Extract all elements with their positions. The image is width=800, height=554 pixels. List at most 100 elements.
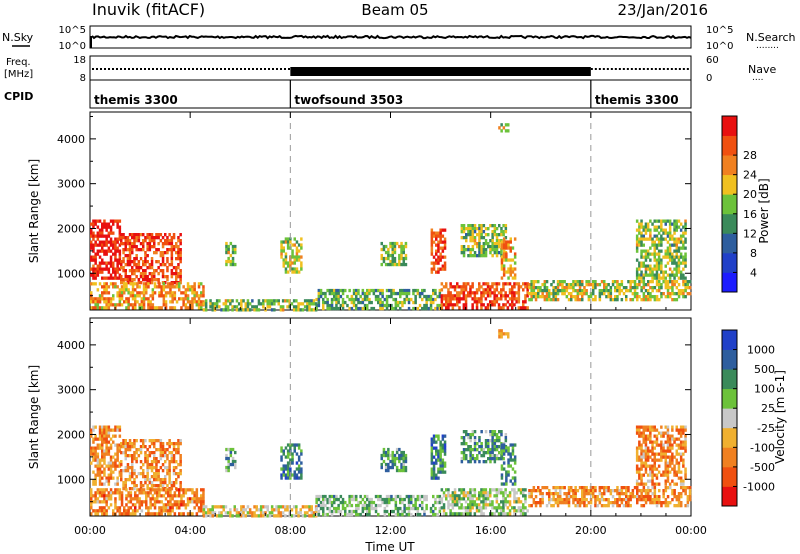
echo-cell <box>162 303 166 307</box>
echo-cell <box>248 308 252 312</box>
echo-cell <box>425 494 428 499</box>
echo-cell <box>150 263 154 267</box>
echo-cell <box>682 283 685 287</box>
echo-cell <box>460 248 464 252</box>
echo-cell <box>139 281 143 285</box>
echo-cell <box>280 255 283 259</box>
echo-cell <box>391 259 394 264</box>
echo-cell <box>684 470 687 474</box>
echo-cell <box>330 303 334 308</box>
echo-cell <box>434 512 437 517</box>
echo-cell <box>120 281 123 285</box>
echo-cell <box>160 512 163 516</box>
echo-cell <box>679 255 683 259</box>
echo-cell <box>657 237 661 241</box>
echo-cell <box>541 292 544 296</box>
echo-cell <box>574 295 577 299</box>
echo-cell <box>136 494 139 498</box>
echo-cell <box>559 486 562 490</box>
echo-cell <box>94 258 97 262</box>
echo-cell <box>671 452 674 456</box>
echo-cell <box>90 491 93 495</box>
echo-cell <box>393 256 397 261</box>
echo-cell <box>414 288 417 293</box>
echo-cell <box>644 249 648 253</box>
echo-cell <box>157 242 160 246</box>
echo-cell <box>635 258 639 262</box>
echo-cell <box>177 445 180 449</box>
echo-cell <box>399 500 402 505</box>
echo-cell <box>218 514 221 518</box>
echo-cell <box>451 306 455 310</box>
echo-cell <box>475 291 479 295</box>
echo-cell <box>153 282 157 286</box>
echo-cell <box>112 276 115 280</box>
echo-cell <box>473 430 477 434</box>
echo-cell <box>443 470 447 474</box>
echo-cell <box>576 498 580 502</box>
echo-cell <box>348 497 351 502</box>
echo-cell <box>324 497 327 502</box>
echo-cell <box>638 280 641 284</box>
echo-cell <box>673 504 676 508</box>
echo-cell <box>322 297 325 302</box>
echo-cell <box>505 258 508 262</box>
echo-cell <box>149 294 152 298</box>
echo-cell <box>295 267 299 271</box>
echo-cell <box>275 505 278 509</box>
echo-cell <box>116 488 119 492</box>
echo-cell <box>462 248 466 252</box>
echo-cell <box>116 458 119 462</box>
echo-cell <box>293 473 296 477</box>
echo-cell <box>467 254 470 258</box>
echo-cell <box>131 266 134 270</box>
echo-cell <box>638 225 641 229</box>
echo-cell <box>668 437 672 441</box>
echo-cell <box>173 491 177 495</box>
echo-cell <box>382 459 386 464</box>
echo-cell <box>164 306 168 310</box>
echo-cell <box>528 495 531 499</box>
echo-cell <box>162 282 166 286</box>
echo-cell <box>583 501 586 505</box>
echo-cell <box>447 300 450 304</box>
y-tick-label: 3000 <box>57 384 85 397</box>
echo-cell <box>625 295 628 299</box>
echo-cell <box>443 464 447 468</box>
echo-cell <box>164 506 168 510</box>
echo-cell <box>432 473 436 477</box>
echo-cell <box>469 491 472 495</box>
echo-cell <box>500 433 503 437</box>
echo-cell <box>116 225 119 229</box>
echo-cell <box>500 509 503 513</box>
echo-cell <box>157 478 160 482</box>
echo-cell <box>344 512 347 517</box>
echo-cell <box>480 512 483 516</box>
echo-cell <box>677 240 681 244</box>
echo-cell <box>456 303 459 307</box>
echo-cell <box>179 233 182 237</box>
echo-cell <box>112 270 115 274</box>
echo-cell <box>429 506 433 511</box>
echo-cell <box>234 459 237 464</box>
echo-cell <box>98 464 102 468</box>
echo-cell <box>638 467 641 471</box>
echo-cell <box>107 449 111 453</box>
echo-cell <box>328 506 332 511</box>
power-colorbar-label: Power [dB] <box>757 178 771 243</box>
echo-cell <box>456 500 459 504</box>
echo-cell <box>284 261 288 265</box>
echo-cell <box>631 298 635 302</box>
echo-cell <box>541 486 544 490</box>
echo-cell <box>675 222 678 226</box>
echo-cell <box>651 286 654 290</box>
echo-cell <box>675 280 679 284</box>
echo-cell <box>576 295 580 299</box>
echo-cell <box>103 291 106 295</box>
echo-cell <box>651 273 654 277</box>
echo-cell <box>677 467 681 471</box>
echo-cell <box>653 495 657 499</box>
echo-cell <box>559 289 562 293</box>
echo-cell <box>469 454 472 458</box>
echo-cell <box>443 443 447 447</box>
